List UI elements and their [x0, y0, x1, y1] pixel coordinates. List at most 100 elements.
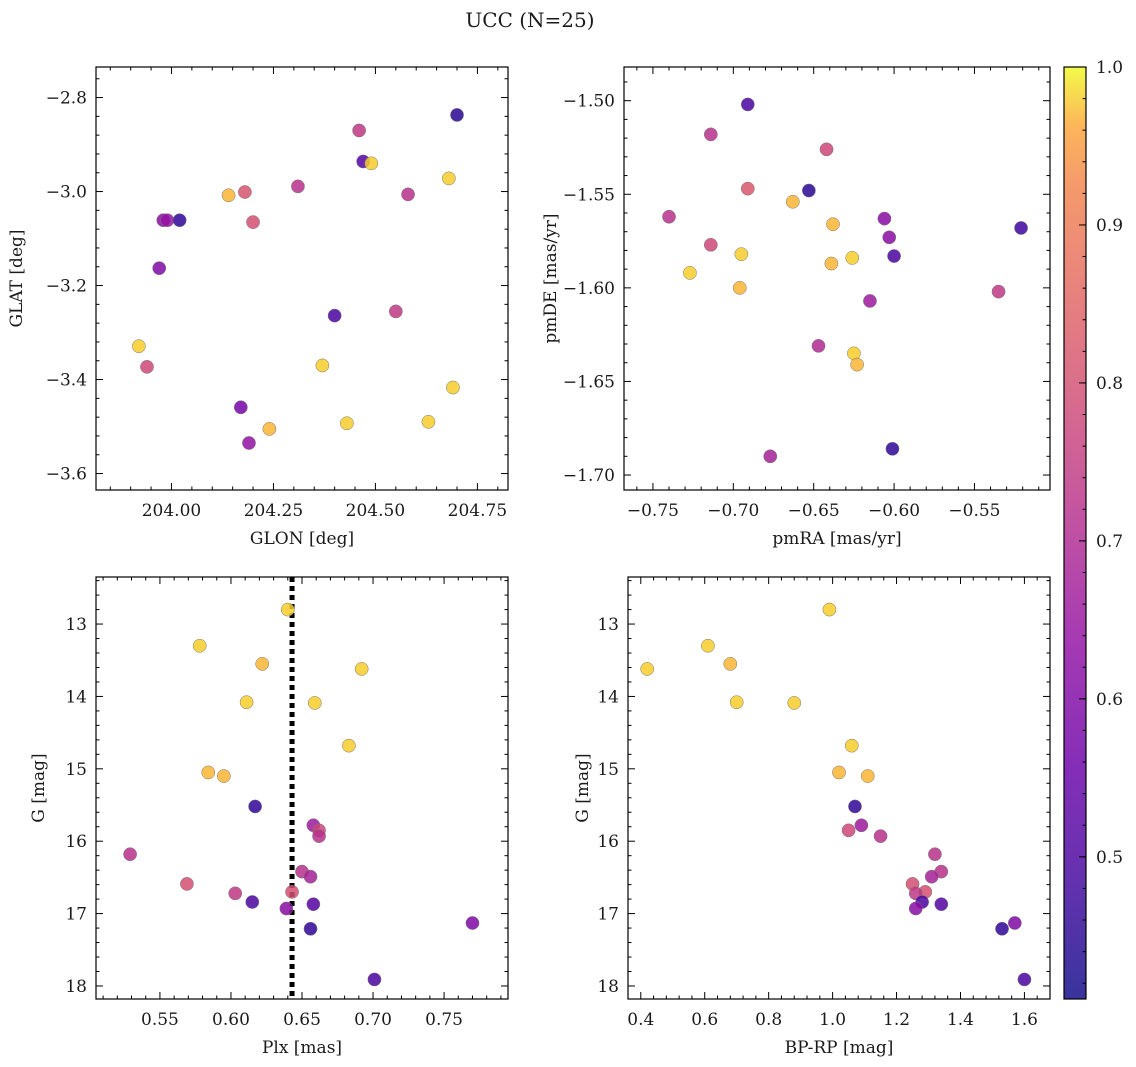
data-point: [239, 695, 254, 710]
data-point: [640, 662, 655, 676]
data-point: [928, 847, 942, 862]
y-axis-label: G [mag]: [29, 753, 49, 822]
colorbar-frame: [1063, 66, 1087, 1000]
y-tick-label: 18: [65, 977, 87, 997]
y-tick-label: 14: [65, 687, 87, 707]
glon-glat-panel: 204.00 204.25 204.50 204.75 −3.6 −3.4 −3.2 −3.0…: [7, 66, 509, 549]
data-point: [787, 696, 802, 710]
data-point: [140, 360, 154, 374]
figure-title: UCC (N=25): [465, 8, 594, 32]
colorbar-gradient: [1064, 67, 1086, 999]
x-tick-label: −0.65: [788, 501, 840, 521]
data-point: [327, 308, 342, 323]
x-tick-label: 0.6: [691, 1010, 718, 1030]
data-point: [401, 187, 415, 202]
x-tick-label: 0.60: [212, 1010, 250, 1030]
data-point: [279, 901, 294, 916]
x-tick-label: −0.55: [948, 501, 1000, 521]
data-point: [442, 171, 456, 186]
y-tick-label: −1.50: [563, 92, 615, 112]
x-tick-label: 204.50: [346, 501, 405, 521]
data-point: [450, 108, 464, 122]
data-point: [732, 281, 747, 295]
data-point: [354, 662, 369, 676]
data-point: [885, 441, 900, 456]
data-point: [887, 249, 901, 263]
data-point: [291, 179, 305, 194]
data-point: [315, 358, 330, 373]
x-tick-label: 0.75: [425, 1010, 463, 1030]
colorbar-tick-label: 0.7: [1096, 532, 1123, 552]
data-point: [763, 449, 778, 464]
y-tick-label: −1.55: [563, 185, 615, 205]
data-point: [307, 696, 322, 710]
x-axis-label: GLON [deg]: [250, 529, 354, 549]
x-axis-label: Plx [mas]: [262, 1038, 342, 1058]
y-axis-label: G [mag]: [573, 753, 593, 822]
data-point: [303, 921, 318, 936]
x-tick-label: 0.65: [283, 1010, 321, 1030]
x-tick-label: 0.4: [627, 1010, 654, 1030]
y-tick-label: 16: [597, 832, 619, 852]
data-point: [844, 738, 859, 753]
data-point: [242, 436, 256, 450]
data-point: [131, 339, 146, 354]
data-point: [934, 897, 949, 912]
data-point: [246, 215, 260, 229]
data-point: [723, 657, 738, 671]
data-point: [924, 869, 939, 884]
y-axis-label: GLAT [deg]: [7, 229, 27, 327]
data-point: [201, 765, 216, 780]
data-point: [245, 895, 260, 909]
y-tick-label: 14: [597, 687, 619, 707]
data-point: [248, 799, 262, 814]
data-point: [785, 194, 800, 209]
x-axis-label: BP-RP [mag]: [785, 1038, 894, 1058]
data-point: [367, 972, 382, 987]
data-point: [811, 339, 826, 353]
data-point: [863, 294, 877, 308]
y-tick-label: 17: [65, 905, 87, 925]
plx-g-panel: 0.55 0.60 0.65 0.70 0.75 13 14 15 16 17 18 Plx [mas…: [29, 576, 509, 1058]
y-tick-label: 18: [597, 977, 619, 997]
data-point: [192, 638, 207, 653]
data-point: [285, 885, 299, 899]
x-tick-label: 1.6: [1011, 1010, 1038, 1030]
x-tick-label: 0.70: [354, 1010, 392, 1030]
axes-frame: [95, 576, 509, 1000]
x-tick-label: −0.70: [707, 501, 759, 521]
x-axis-label: pmRA [mas/yr]: [772, 529, 901, 549]
data-point: [908, 901, 923, 916]
y-tick-label: −3.0: [46, 183, 87, 203]
y-axis-label: pmDE [mas/yr]: [541, 213, 561, 343]
data-point: [303, 869, 318, 884]
data-point: [238, 185, 252, 199]
data-point: [824, 256, 839, 271]
y-tick-label: 13: [65, 615, 87, 635]
y-tick-label: −3.2: [46, 277, 87, 297]
data-point: [342, 738, 356, 753]
data-point: [446, 380, 460, 395]
data-point: [819, 142, 834, 157]
data-point: [262, 422, 277, 436]
data-point: [160, 213, 175, 228]
colorbar-tick-label: 0.5: [1096, 848, 1123, 868]
data-point: [882, 230, 897, 245]
y-tick-label: 17: [597, 905, 619, 925]
data-point: [180, 877, 194, 891]
colorbar-tick-label: 0.9: [1096, 216, 1123, 236]
data-point: [703, 237, 718, 252]
data-point: [832, 765, 846, 780]
data-point: [850, 357, 864, 372]
y-tick-label: −2.8: [46, 89, 87, 109]
data-point: [340, 416, 354, 431]
colorbar: 0.5 0.6 0.7 0.8 0.9 1.0: [1063, 58, 1123, 1000]
data-point: [729, 695, 744, 710]
pmra-pmde-panel: −0.75 −0.70 −0.65 −0.60 −0.55 −1.70 −1.65 −1.60…: [541, 66, 1051, 549]
data-point: [740, 181, 755, 196]
colorbar-tick-label: 0.6: [1096, 690, 1123, 710]
data-point: [873, 829, 888, 843]
data-point: [734, 247, 749, 262]
axes-frame: [623, 66, 1051, 491]
data-point: [854, 818, 869, 833]
